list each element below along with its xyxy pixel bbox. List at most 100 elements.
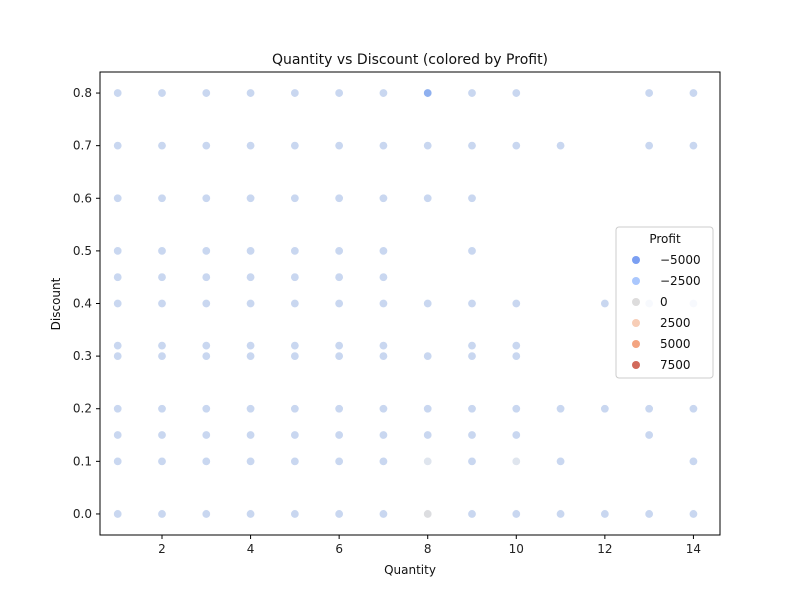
- data-point: [157, 88, 167, 98]
- data-point: [600, 298, 610, 308]
- data-point: [600, 404, 610, 414]
- data-point: [334, 141, 344, 151]
- data-point: [556, 456, 566, 466]
- data-point: [378, 456, 388, 466]
- data-point: [246, 298, 256, 308]
- data-point: [334, 298, 344, 308]
- data-point: [201, 298, 211, 308]
- data-point: [334, 509, 344, 519]
- data-point: [246, 88, 256, 98]
- data-point: [334, 430, 344, 440]
- legend-marker: [632, 340, 640, 348]
- data-point: [467, 351, 477, 361]
- data-point: [113, 509, 123, 519]
- data-point: [290, 246, 300, 256]
- data-point: [113, 141, 123, 151]
- data-point: [201, 456, 211, 466]
- data-point: [157, 141, 167, 151]
- data-point: [246, 404, 256, 414]
- data-point: [157, 193, 167, 203]
- data-point: [644, 509, 654, 519]
- legend-marker: [632, 319, 640, 327]
- data-point: [556, 509, 566, 519]
- data-point: [688, 88, 698, 98]
- data-point: [378, 88, 388, 98]
- legend-marker: [632, 277, 640, 285]
- data-point: [423, 193, 433, 203]
- data-point: [688, 509, 698, 519]
- legend-label: 5000: [660, 337, 691, 351]
- x-axis-label: Quantity: [384, 563, 436, 577]
- data-point: [467, 341, 477, 351]
- data-point: [378, 509, 388, 519]
- data-point: [157, 246, 167, 256]
- data-point: [290, 404, 300, 414]
- legend: Profit −5000 −2500 0 2500 5000 7500: [615, 226, 714, 379]
- data-point: [201, 430, 211, 440]
- data-point: [246, 272, 256, 282]
- data-point: [246, 246, 256, 256]
- data-point: [246, 430, 256, 440]
- data-point: [378, 193, 388, 203]
- data-point: [201, 193, 211, 203]
- legend-label: −5000: [660, 253, 701, 267]
- data-point: [556, 404, 566, 414]
- legend-marker: [632, 256, 640, 264]
- data-point: [246, 341, 256, 351]
- legend-items: −5000 −2500 0 2500 5000 7500: [632, 253, 701, 372]
- data-point: [644, 404, 654, 414]
- data-point: [334, 341, 344, 351]
- data-point: [511, 404, 521, 414]
- data-point: [467, 456, 477, 466]
- data-point: [290, 351, 300, 361]
- data-point: [246, 509, 256, 519]
- data-point: [113, 351, 123, 361]
- y-tick-label: 0.0: [73, 507, 92, 521]
- legend-title: Profit: [649, 232, 681, 246]
- data-point: [113, 404, 123, 414]
- chart-title: Quantity vs Discount (colored by Profit): [272, 52, 548, 68]
- x-axis: 2 4 6 8 10 12 14: [158, 535, 701, 556]
- legend-label: 2500: [660, 316, 691, 330]
- data-point: [290, 456, 300, 466]
- data-point: [378, 141, 388, 151]
- data-point: [113, 341, 123, 351]
- data-point: [644, 141, 654, 151]
- data-point: [423, 88, 433, 98]
- y-tick-label: 0.1: [73, 454, 92, 468]
- data-point: [290, 272, 300, 282]
- data-point: [113, 88, 123, 98]
- data-point: [467, 88, 477, 98]
- data-point: [467, 509, 477, 519]
- data-point: [511, 298, 521, 308]
- data-point: [467, 141, 477, 151]
- data-point: [688, 404, 698, 414]
- y-tick-label: 0.7: [73, 139, 92, 153]
- data-point: [290, 88, 300, 98]
- data-point: [201, 246, 211, 256]
- data-point: [600, 509, 610, 519]
- data-point: [157, 272, 167, 282]
- data-point: [201, 404, 211, 414]
- x-tick-label: 6: [335, 542, 343, 556]
- legend-label: 7500: [660, 358, 691, 372]
- data-point: [157, 456, 167, 466]
- data-point: [423, 456, 433, 466]
- x-tick-label: 12: [597, 542, 612, 556]
- data-point: [556, 141, 566, 151]
- data-point: [511, 509, 521, 519]
- data-point: [334, 404, 344, 414]
- data-point: [290, 430, 300, 440]
- data-point: [113, 246, 123, 256]
- data-point: [201, 88, 211, 98]
- legend-box: [615, 226, 714, 379]
- x-tick-label: 8: [424, 542, 432, 556]
- legend-marker: [632, 298, 640, 306]
- data-point: [290, 141, 300, 151]
- data-point: [423, 404, 433, 414]
- x-tick-label: 2: [158, 542, 166, 556]
- data-point: [423, 509, 433, 519]
- data-point: [157, 404, 167, 414]
- data-point: [334, 246, 344, 256]
